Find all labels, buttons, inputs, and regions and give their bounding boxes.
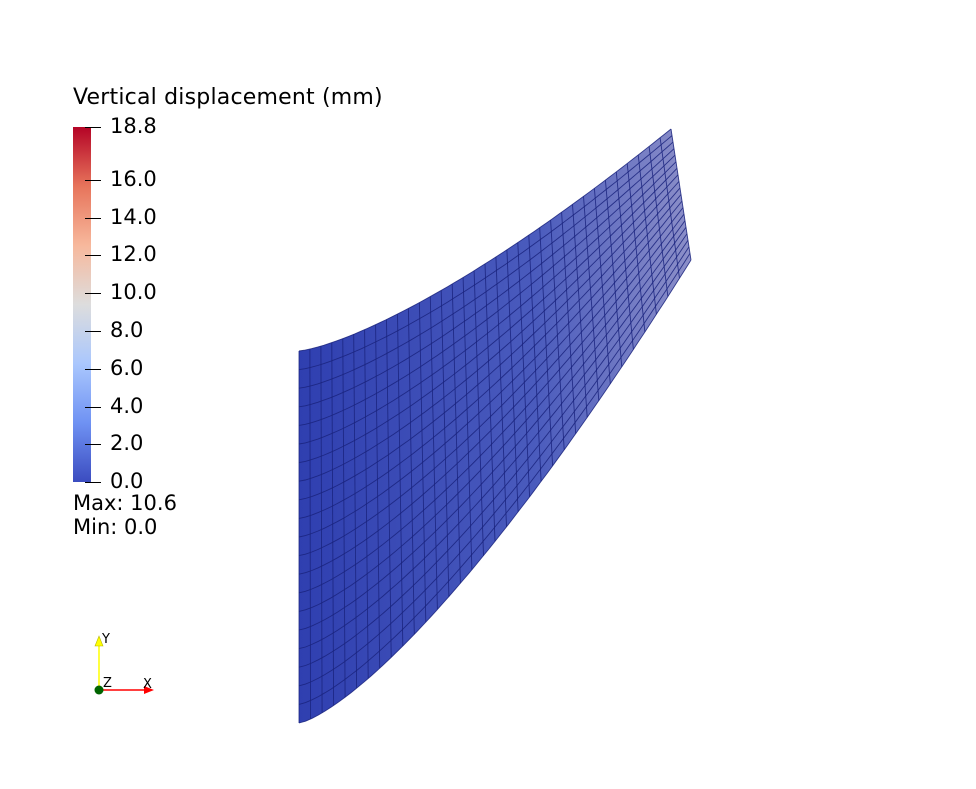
colorbar-tick-label: 6.0 xyxy=(110,355,144,380)
mesh-row-edge xyxy=(298,227,687,631)
mesh-row-edge xyxy=(298,167,678,464)
colorbar-tick-label: 16.0 xyxy=(110,166,157,191)
colorbar xyxy=(73,127,91,482)
colorbar-tick-mark xyxy=(85,217,101,219)
mesh-row-edge xyxy=(298,154,676,426)
colorbar-tick-mark xyxy=(85,444,101,446)
mesh-row-edge xyxy=(298,246,690,687)
mesh-row-edge xyxy=(298,207,684,575)
mesh-row-edge xyxy=(298,240,689,668)
mesh-row-edge xyxy=(298,253,691,705)
colorbar-tick-label: 12.0 xyxy=(110,242,157,267)
y-axis-arrow-icon xyxy=(94,635,104,647)
colorbar-tick-mark xyxy=(85,406,101,408)
x-axis-label: X xyxy=(143,677,152,692)
colorbar-tick-mark xyxy=(85,482,101,483)
z-axis-dot-icon xyxy=(94,685,104,695)
x-axis-arrow-icon xyxy=(144,686,154,694)
orientation-axes: Y X Z xyxy=(86,626,166,706)
mesh-row-edge xyxy=(298,135,673,371)
colorbar-tick-label: 14.0 xyxy=(110,204,157,229)
mesh-row-edge xyxy=(298,181,680,501)
mesh-row-edge xyxy=(298,141,674,389)
mesh-row-edge xyxy=(298,259,692,724)
mesh-row-edge xyxy=(298,200,683,557)
mesh-row-edge xyxy=(298,174,679,482)
colorbar-tick-mark xyxy=(85,179,101,181)
colorbar-tick-label: 0.0 xyxy=(110,469,144,493)
colorbar-tick-label: 2.0 xyxy=(110,431,144,456)
colorbar-tick-mark xyxy=(85,368,101,370)
mesh-row-edge xyxy=(298,161,677,445)
mesh-row-edge xyxy=(298,148,675,408)
colorbar-tick-mark xyxy=(85,127,101,128)
colorbar-tick-label: 18.8 xyxy=(110,114,157,138)
y-axis-label: Y xyxy=(102,632,110,647)
mesh-row-edge xyxy=(298,220,686,612)
min-value-label: Min: 0.0 xyxy=(73,515,158,539)
colorbar-tick-mark xyxy=(85,330,101,332)
colorbar-tick-mark xyxy=(85,293,101,295)
mesh-row-edge xyxy=(298,194,682,538)
colorbar-tick-label: 4.0 xyxy=(110,393,144,418)
mesh-row-edge xyxy=(298,128,672,352)
colorbar-title: Vertical displacement (mm) xyxy=(73,85,383,110)
max-value-label: Max: 10.6 xyxy=(73,491,177,515)
mesh-row-edge xyxy=(298,233,688,650)
colorbar-tick-mark xyxy=(85,255,101,257)
mesh-row-edge xyxy=(298,187,681,519)
mesh-row-edge xyxy=(298,213,685,594)
colorbar-tick-label: 10.0 xyxy=(110,280,157,305)
colorbar-tick-label: 8.0 xyxy=(110,317,144,342)
z-axis-label: Z xyxy=(103,676,112,691)
